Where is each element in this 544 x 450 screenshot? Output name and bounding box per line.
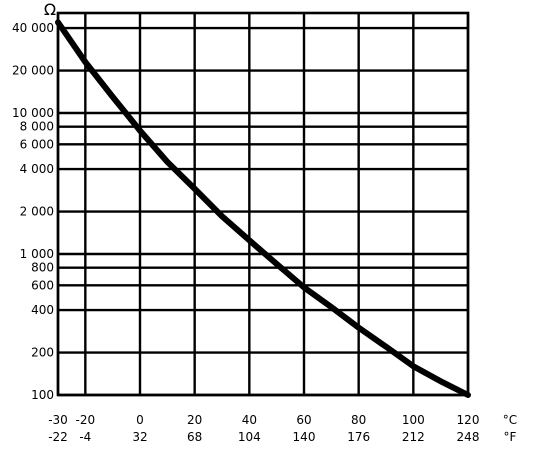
x-tick-label-fahrenheit: 176: [347, 430, 370, 444]
x-tick-label-celsius: 0: [136, 413, 144, 427]
x-tick-label-fahrenheit: 104: [238, 430, 261, 444]
y-tick-label: 100: [31, 388, 54, 402]
x-tick-label-celsius: -30: [48, 413, 68, 427]
y-tick-label: 40 000: [12, 21, 54, 35]
x-tick-label-fahrenheit: 212: [402, 430, 425, 444]
plot-border: [56, 11, 470, 397]
y-tick-label: 10 000: [12, 106, 54, 120]
x-tick-label-fahrenheit: -22: [48, 430, 68, 444]
x-tick-labels: -30 -22 -20 -4 0 32 20 68 40 104 60 140 80 176 100 212 1…: [48, 413, 479, 444]
x-tick-label-celsius: 60: [296, 413, 311, 427]
x-tick-label-celsius: 40: [242, 413, 257, 427]
grid: [56, 13, 470, 397]
x-tick-label-fahrenheit: 32: [132, 430, 147, 444]
x-unit-fahrenheit-label: °F: [504, 430, 517, 444]
x-tick-label-fahrenheit: -4: [79, 430, 91, 444]
y-tick-label: 8 000: [20, 120, 54, 134]
x-tick-label-celsius: 80: [351, 413, 366, 427]
x-tick-label-celsius: 100: [402, 413, 425, 427]
y-tick-label: 1 000: [20, 247, 54, 261]
y-tick-label: 800: [31, 261, 54, 275]
y-tick-label: 600: [31, 278, 54, 292]
plot-frame: [56, 11, 470, 397]
y-tick-label: 6 000: [20, 137, 54, 151]
y-axis-unit-label: Ω: [44, 0, 56, 19]
x-tick-label-celsius: 120: [457, 413, 480, 427]
y-tick-label: 2 000: [20, 205, 54, 219]
y-tick-label: 200: [31, 346, 54, 360]
y-tick-label: 4 000: [20, 162, 54, 176]
x-tick-label-fahrenheit: 248: [457, 430, 480, 444]
curve-layer: [55, 19, 471, 398]
x-tick-label-fahrenheit: 140: [293, 430, 316, 444]
x-tick-label-fahrenheit: 68: [187, 430, 202, 444]
x-tick-label-celsius: 20: [187, 413, 202, 427]
resistance-curve: [55, 19, 471, 398]
y-tick-label: 20 000: [12, 64, 54, 78]
x-tick-label-celsius: -20: [76, 413, 96, 427]
y-tick-label: 400: [31, 303, 54, 317]
x-unit-celsius-label: °C: [503, 413, 517, 427]
